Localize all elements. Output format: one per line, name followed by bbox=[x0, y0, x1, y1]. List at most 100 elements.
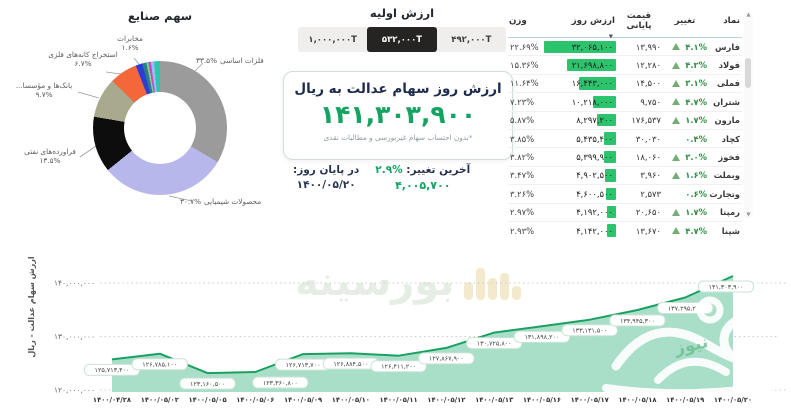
value-bar bbox=[579, 77, 616, 90]
symbol-cell[interactable]: فخوز bbox=[708, 147, 742, 167]
value-bar bbox=[606, 224, 616, 237]
holdings-table: نماد تغییر قیمت پایانی ارزش روز ▼ وزن فا… bbox=[508, 8, 742, 240]
holdings-body: فارس ۴.۱% ۱۳,۹۹۰ ۳۲,۰۶۵,۱۰۰ ۲۲.۶۹% فولاد ۴.۲% ۱… bbox=[508, 38, 742, 240]
table-row[interactable]: وتجارت ۰.۶% ۲,۵۷۳ ۴,۶۰۰,۵۰۰ ۳.۲۶% bbox=[508, 184, 742, 204]
table-row[interactable]: فولاد ۴.۲% ۱۲,۲۸۰ ۲۱,۶۹۸,۸۰۰ ۱۵.۳۶% bbox=[508, 55, 742, 75]
area-line bbox=[111, 275, 734, 375]
point-label-value: ۱۳۳,۱۳۱,۵۰۰ bbox=[572, 327, 607, 335]
header-value[interactable]: ارزش روز ▼ bbox=[571, 16, 615, 40]
initial-value-tab-2[interactable]: ۱,۰۰۰,۰۰۰T bbox=[308, 34, 357, 45]
x-tick-label: ۱۴۰۰/۰۵/۱۶ bbox=[523, 396, 561, 404]
point-label-chip bbox=[609, 314, 666, 327]
value-bar bbox=[603, 150, 616, 164]
weight-cell: ۱۵.۳۶% bbox=[508, 55, 544, 75]
value-text: ۵,۴۳۵,۴۰۰ bbox=[576, 133, 613, 144]
symbol-cell[interactable]: فولاد bbox=[708, 55, 742, 75]
table-row[interactable]: وبملت ۱.۶% ۳,۹۶۰ ۴,۹۰۲,۵۰۰ ۳.۴۷% bbox=[508, 165, 742, 185]
value-bar bbox=[603, 132, 616, 145]
scrollbar-thumb[interactable] bbox=[745, 58, 751, 88]
triangle-up-icon bbox=[672, 171, 681, 179]
table-row[interactable]: شتران ۴.۷% ۹,۷۵۰ ۱۰,۲۱۸,۰۰۰ ۷.۲۳% bbox=[508, 92, 742, 112]
table-row[interactable]: فملی ۳.۱% ۱۴,۵۰۰ ۱۶,۴۴۳,۰۰۰ ۱۱.۶۴% bbox=[508, 73, 742, 93]
value-cell: ۸,۲۹۷,۲۰۰ bbox=[544, 110, 616, 130]
header-symbol[interactable]: نماد bbox=[723, 16, 740, 26]
header-price[interactable]: قیمت پایانی bbox=[626, 11, 652, 31]
change-cell: ۱.۶% bbox=[662, 165, 708, 185]
eod-label: در پایان روز: bbox=[293, 164, 360, 176]
triangle-up-icon bbox=[672, 153, 681, 161]
initial-value-title: ارزش اولیه bbox=[369, 6, 435, 20]
table-row[interactable]: فخوز ۳.۰% ۱۸,۰۶۰ ۵,۳۹۹,۹۰۰ ۳.۸۲% bbox=[508, 147, 742, 167]
value-cell: ۴,۱۹۲,۰۰۰ bbox=[544, 202, 616, 222]
change-cell: ۰.۶% bbox=[662, 184, 708, 204]
value-cell: ۳۲,۰۶۵,۱۰۰ bbox=[544, 38, 616, 56]
value-bar bbox=[597, 114, 616, 127]
industry-share-title: سهم صنایع bbox=[127, 9, 193, 23]
price-cell: ۹,۷۵۰ bbox=[616, 92, 662, 112]
watermark-news-logo: نیوز bbox=[602, 296, 790, 398]
point-label-value: ۱۳۴,۹۴۵,۳۰۰ bbox=[620, 317, 655, 325]
value-cell: ۴,۶۰۰,۵۰۰ bbox=[544, 184, 616, 204]
holdings-table-panel: نماد تغییر قیمت پایانی ارزش روز ▼ وزن فا… bbox=[508, 8, 742, 240]
scroll-up-icon[interactable]: ▲ bbox=[746, 12, 751, 18]
last-change-value: ۴,۰۰۵,۷۰۰ bbox=[395, 179, 451, 192]
price-cell: ۱۳,۹۹۰ bbox=[635, 41, 661, 52]
symbol-cell[interactable]: رمپنا bbox=[708, 202, 742, 222]
point-label-value: ۱۳۷,۲۹۵,۲۰۰ bbox=[668, 304, 703, 312]
price-cell: ۱۴,۵۰۰ bbox=[616, 73, 662, 93]
header-change[interactable]: تغییر bbox=[674, 16, 696, 26]
sort-desc-icon: ▼ bbox=[608, 34, 613, 40]
change-pct: ۰.۴% bbox=[685, 133, 707, 144]
value-cell: ۴,۹۰۲,۵۰۰ bbox=[544, 165, 616, 185]
table-row[interactable]: کچاد ۰.۴% ۳۰,۰۳۰ ۵,۴۳۵,۴۰۰ ۳.۸۵% bbox=[508, 128, 742, 148]
initial-value-tab-1[interactable]: ۵۳۲,۰۰۰T bbox=[367, 27, 437, 52]
change-pct: ۱.۷% bbox=[685, 207, 707, 218]
symbol-cell[interactable]: وتجارت bbox=[708, 184, 742, 204]
value-cell: ۵,۳۹۹,۹۰۰ bbox=[544, 147, 616, 167]
initial-value-tab-0[interactable]: ۴۹۲,۰۰۰T bbox=[451, 34, 492, 45]
table-scrollbar[interactable]: ▲ ▼ bbox=[744, 12, 753, 218]
point-label-value: ۱۲۳,۱۶۰,۵۰۰ bbox=[190, 380, 225, 388]
point-label-chip bbox=[513, 330, 571, 343]
symbol-cell[interactable]: وبملت bbox=[708, 165, 742, 185]
current-value-card: ارزش روز سهام عدالت به ریال ۱۴۱,۳۰۳,۹۰۰ … bbox=[283, 71, 513, 160]
x-tick-label: ۱۴۰۰/۰۵/۱۲ bbox=[427, 396, 466, 404]
price-cell: ۱۸,۰۶۰ bbox=[616, 147, 662, 167]
price-cell: ۳۰,۰۳۰ bbox=[616, 128, 662, 148]
header-weight[interactable]: وزن bbox=[509, 16, 527, 26]
point-label-chip bbox=[697, 280, 755, 293]
triangle-up-icon bbox=[672, 208, 681, 216]
table-row[interactable]: شپنا ۴.۷% ۱۳,۶۷۰ ۴,۱۴۲,۰۰۰ ۲.۹۳% bbox=[508, 220, 742, 240]
point-label-value: ۱۲۵,۷۱۳,۴۰۰ bbox=[95, 366, 130, 374]
change-cell: ۴.۷% bbox=[662, 92, 708, 112]
change-pct: ۱.۷% bbox=[685, 115, 707, 126]
current-value-title: ارزش روز سهام عدالت به ریال bbox=[294, 81, 502, 97]
change-pct: ۳.۱% bbox=[685, 78, 707, 89]
symbol-cell[interactable]: شپنا bbox=[708, 220, 742, 240]
area-fill bbox=[112, 276, 733, 392]
value-cell: ۲۱,۶۹۸,۸۰۰ bbox=[544, 55, 616, 75]
price-cell: ۱۳,۶۷۰ bbox=[616, 220, 662, 240]
change-pct: ۴.۲% bbox=[685, 60, 707, 71]
symbol-cell[interactable]: فارس bbox=[714, 41, 740, 52]
scroll-down-icon[interactable]: ▼ bbox=[746, 212, 751, 218]
y-tick-label: ۱۴۰,۰۰۰,۰۰۰ bbox=[54, 279, 95, 288]
symbol-cell[interactable]: فملی bbox=[708, 73, 742, 93]
table-row[interactable]: فارس ۴.۱% ۱۳,۹۹۰ ۳۲,۰۶۵,۱۰۰ ۲۲.۶۹% bbox=[508, 38, 742, 56]
symbol-cell[interactable]: مارون bbox=[708, 110, 742, 130]
symbol-cell[interactable]: کچاد bbox=[708, 128, 742, 148]
table-row[interactable]: مارون ۱.۷% ۱۷۶,۵۳۷ ۸,۲۹۷,۲۰۰ ۵.۸۷% bbox=[508, 110, 742, 130]
x-tick-label: ۱۴۰۰/۰۵/۱۸ bbox=[618, 396, 657, 404]
slice-label-chemicals: محصولات شیمیایی ۳۰.۷% bbox=[180, 197, 262, 206]
triangle-up-icon bbox=[672, 227, 681, 235]
donut-hole bbox=[124, 92, 196, 164]
symbol-cell[interactable]: شتران bbox=[708, 92, 742, 112]
value-bar bbox=[593, 95, 616, 109]
weight-cell: ۵.۸۷% bbox=[508, 110, 544, 130]
table-row[interactable]: رمپنا ۱.۷% ۲۰,۶۵۰ ۴,۱۹۲,۰۰۰ ۲.۹۷% bbox=[508, 202, 742, 222]
y-axis-title: ارزش سهام عدالت - ریال bbox=[27, 256, 37, 358]
x-tick-label: ۱۴۰۰/۰۵/۱۱ bbox=[380, 396, 418, 404]
point-label-value: ۱۳۱,۸۹۸,۲۰۰ bbox=[524, 333, 559, 341]
value-text: ۱۰,۲۱۸,۰۰۰ bbox=[571, 96, 613, 107]
price-cell: ۱۲,۲۸۰ bbox=[616, 55, 662, 75]
